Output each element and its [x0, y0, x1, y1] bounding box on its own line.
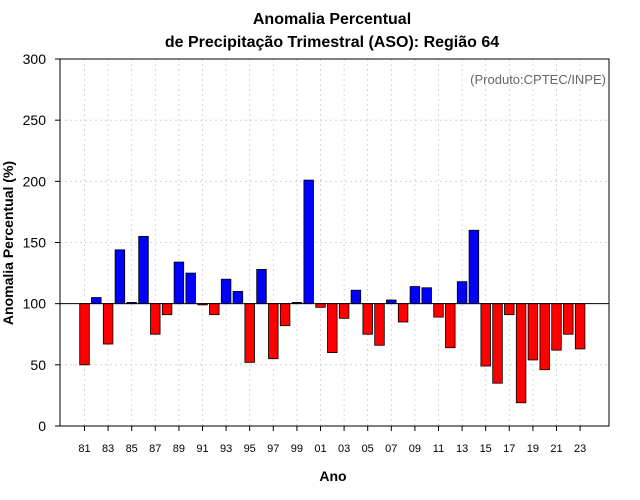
bar: [102, 303, 114, 345]
y-tick-label: 250: [23, 112, 47, 128]
bar: [209, 303, 220, 316]
bar: [539, 303, 550, 371]
y-tick-label: 50: [30, 357, 46, 373]
bar: [185, 272, 196, 305]
bar: [268, 303, 279, 360]
x-axis: 81 83 85 87 89 91 93 95 97 99 01 03 05 07 09 11 13 15 17 19…: [78, 426, 586, 455]
bar: [421, 287, 432, 305]
bar: [114, 249, 126, 305]
bar: [397, 303, 409, 323]
x-tick-label: 15: [480, 443, 492, 455]
bar: [150, 303, 161, 335]
bar: [79, 303, 90, 366]
x-tick-label: 97: [267, 443, 279, 455]
bar: [480, 303, 491, 367]
bar: [409, 286, 421, 305]
y-tick-label: 0: [38, 418, 46, 434]
bar: [256, 269, 267, 305]
x-tick-label: 05: [362, 443, 374, 455]
bar: [515, 303, 527, 404]
y-tick-label: 150: [23, 235, 47, 251]
x-tick-label: 03: [338, 443, 350, 455]
bar: [563, 303, 574, 335]
x-tick-label: 01: [314, 443, 326, 455]
bar: [362, 303, 373, 335]
bar: [315, 303, 326, 308]
bar: [456, 281, 468, 305]
x-tick-label: 07: [385, 443, 397, 455]
x-tick-label: 11: [433, 443, 444, 455]
x-tick-label: 81: [78, 443, 90, 455]
chart-title-line1: Anomalia Percentual: [253, 11, 411, 28]
x-tick-label: 13: [456, 443, 468, 455]
bar: [468, 229, 480, 305]
x-tick-label: 93: [220, 443, 232, 455]
x-tick-label: 95: [244, 443, 256, 455]
bar: [327, 303, 338, 354]
y-tick-label: 200: [23, 173, 47, 189]
y-axis-title: Anomalia Percentual (%): [0, 161, 16, 325]
x-tick-label: 09: [409, 443, 421, 455]
bar: [138, 235, 149, 305]
y-tick-label: 300: [23, 51, 47, 67]
bar: [433, 303, 444, 318]
bar: [504, 303, 515, 316]
bar: [386, 299, 397, 305]
bar: [492, 303, 503, 384]
x-tick-label: 17: [503, 443, 515, 455]
bar: [374, 303, 385, 346]
x-tick-label: 85: [126, 443, 138, 455]
x-tick-label: 87: [149, 443, 161, 455]
x-tick-label: 23: [574, 443, 586, 455]
bar: [232, 291, 244, 305]
bar: [173, 261, 185, 305]
bar: [527, 303, 539, 361]
bar: [91, 297, 102, 305]
x-tick-label: 89: [173, 443, 185, 455]
bar: [445, 303, 456, 349]
bar: [244, 303, 255, 363]
x-tick-label: 21: [550, 443, 562, 455]
x-tick-label: 83: [102, 443, 114, 455]
x-tick-label: 99: [291, 443, 303, 455]
x-tick-label: 91: [196, 443, 208, 455]
bar: [338, 303, 350, 319]
bar: [279, 303, 291, 327]
bar: [574, 303, 586, 350]
bar: [303, 179, 314, 305]
x-axis-title: Ano: [319, 468, 346, 484]
bar: [551, 303, 562, 351]
y-tick-label: 100: [23, 296, 47, 312]
bar: [161, 303, 173, 316]
credit-text: (Produto:CPTEC/INPE): [470, 72, 606, 87]
x-tick-label: 19: [527, 443, 539, 455]
bar: [350, 289, 362, 305]
chart-title-line2: de Precipitação Trimestral (ASO): Região…: [165, 34, 499, 51]
y-axis: 0 50 100 150 200 250 300: [23, 51, 60, 434]
bar: [220, 278, 232, 305]
